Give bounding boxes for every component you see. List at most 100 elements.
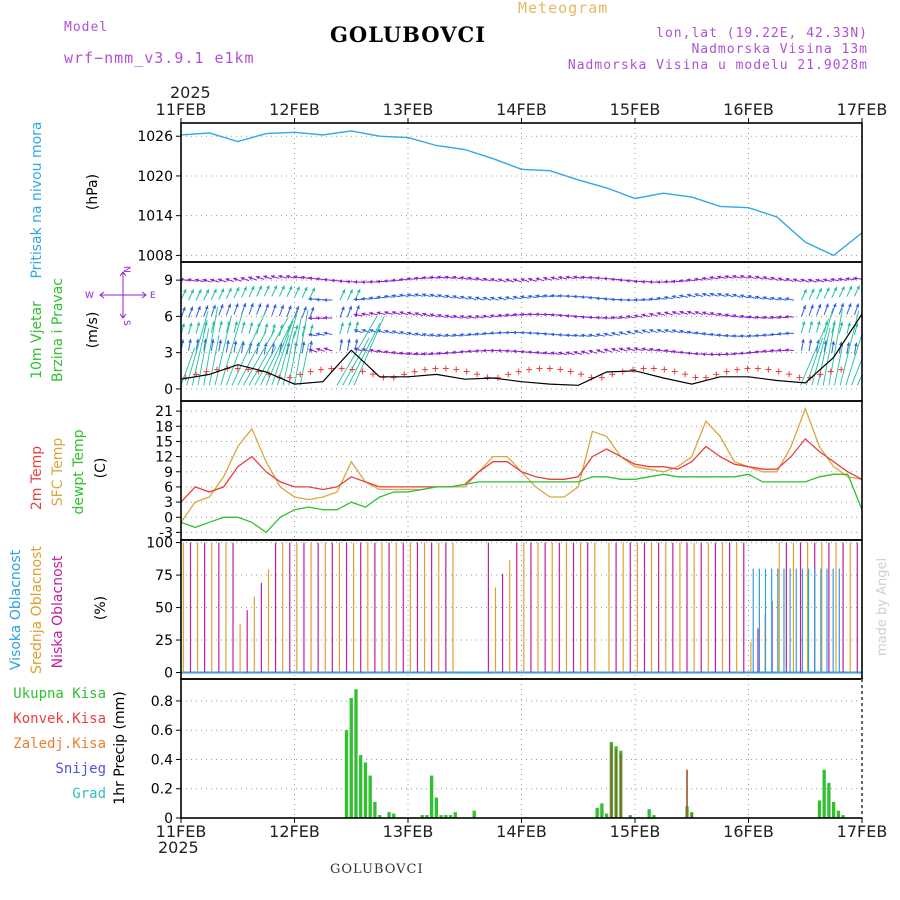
wind-arrow-head: [595, 333, 600, 337]
wind-arrow-head: [626, 330, 631, 335]
wind-arrow-head: [686, 330, 691, 335]
gust-arrow: [817, 327, 831, 386]
wind-arrow-head: [686, 278, 691, 282]
wind-arrow-head: [459, 315, 464, 319]
wind-arrow-head: [557, 333, 562, 337]
wind-arrow-head: [784, 314, 789, 319]
wind-arrow-head: [618, 297, 622, 302]
wind-arrow-head: [368, 279, 373, 284]
wind-gust-marker: [754, 365, 761, 372]
wind-arrow-head: [550, 293, 555, 298]
wind-arrow-head: [383, 279, 388, 283]
wind-arrow-head: [641, 347, 646, 352]
wind-arrow-head: [467, 276, 472, 281]
wind-arrow-head: [218, 339, 223, 344]
elevation-label: Nadmorska Visina 13m: [691, 42, 868, 57]
rain-bar: [822, 769, 826, 818]
wind-arrow-head: [505, 296, 510, 300]
wind-arrow-head: [626, 298, 630, 302]
y-tick-label: 0.2: [151, 782, 173, 798]
wind-arrow-head: [376, 279, 380, 284]
wind-arrow-head: [830, 277, 835, 282]
wind-arrow-head: [444, 294, 449, 299]
wind-arrow-head: [595, 315, 600, 320]
wind-arrow-head: [557, 293, 562, 298]
y-tick-label: 50: [155, 601, 173, 617]
wind-arrow-head: [611, 347, 616, 352]
wind-arrow-head: [323, 331, 328, 336]
legend-rain: Ukupna Kisa: [13, 686, 106, 702]
wind-gust-marker: [474, 371, 481, 378]
pressure-label: Pritisak na nivou mora: [29, 121, 45, 278]
wind-arrow-head: [818, 288, 822, 293]
wind-arrow-head: [610, 277, 615, 282]
wind-arrow-head: [265, 303, 269, 308]
wind-arrow-head: [368, 311, 373, 316]
wind-arrow-head: [497, 296, 502, 301]
y-tick-label: 9: [164, 465, 173, 481]
wind-arrow-head: [770, 296, 775, 301]
rain-bar: [354, 689, 358, 818]
wind-arrow-head: [724, 313, 729, 318]
wind-arrow-head: [618, 278, 622, 282]
rain-bar: [841, 815, 845, 818]
wind-arrow-head: [323, 298, 327, 302]
wind-gust-marker: [515, 368, 522, 375]
wind-gust-marker: [567, 368, 574, 375]
wind-gust-marker: [203, 368, 210, 375]
x-tick-label-bottom: 12FEB: [269, 822, 320, 841]
wind-arrow-head: [429, 333, 434, 338]
wind-arrow-head: [769, 332, 774, 337]
wind-arrow-head: [694, 277, 698, 282]
wind-arrow-head: [550, 312, 554, 317]
wind-arrow-head: [535, 350, 540, 355]
wind-arrow-head: [754, 333, 759, 338]
wind-arrow-head: [233, 340, 238, 345]
wind-arrow-head: [611, 331, 616, 336]
wind-arrow-head: [340, 322, 344, 327]
wind-arrow-head: [436, 275, 441, 280]
wind-arrow-head: [656, 296, 661, 301]
wind-arrow-head: [520, 330, 524, 335]
wind-arrow-head: [558, 275, 563, 280]
gust-arrow: [353, 315, 385, 386]
wind-arrow-head: [755, 275, 760, 280]
y-tick-label: -3: [159, 525, 173, 541]
wind-arrow-head: [580, 275, 585, 280]
wind-arrow-head: [671, 310, 676, 315]
wind-arrow-head: [354, 338, 359, 343]
wind-arrow-head: [303, 306, 307, 311]
temp-2m-line: [181, 437, 862, 503]
rain-bar: [827, 782, 831, 818]
wind-arrow-head: [633, 314, 638, 318]
wind-arrow-head: [217, 278, 222, 283]
wind-arrow-head: [656, 280, 660, 284]
compass-icon: [99, 271, 147, 319]
wind-arrow-head: [815, 278, 820, 283]
rain-bar: [363, 762, 368, 818]
wind-arrow-head: [810, 288, 815, 293]
wind-arrow-head: [823, 278, 827, 283]
wind-arrow-head: [467, 349, 471, 354]
panel-pressure: 1008 1014 1020 1026: [137, 123, 862, 264]
wind-gust-marker: [796, 374, 803, 381]
rain-bar: [453, 812, 457, 818]
wind-arrow-head: [310, 306, 315, 311]
wind-arrow-head: [444, 275, 449, 280]
wind-gust-marker: [692, 374, 699, 381]
wind-arrow-head: [807, 278, 812, 283]
wind-arrow-head: [459, 276, 464, 280]
wind-arrow-head: [702, 292, 707, 297]
wind-arrow-head: [339, 338, 344, 343]
wind-arrow-head: [656, 311, 661, 316]
wind-unit: (m/s): [85, 312, 101, 349]
wind-arrow-head: [603, 276, 607, 281]
wind-arrow-head: [197, 306, 201, 311]
compass-e: E: [150, 291, 156, 301]
wind-arrow-head: [671, 329, 676, 333]
wind-arrow-head: [832, 303, 837, 308]
gust-arrow: [186, 310, 209, 386]
wind-arrow-head: [437, 294, 442, 298]
rain-bar: [344, 730, 349, 818]
wind-gust-marker: [765, 366, 772, 373]
